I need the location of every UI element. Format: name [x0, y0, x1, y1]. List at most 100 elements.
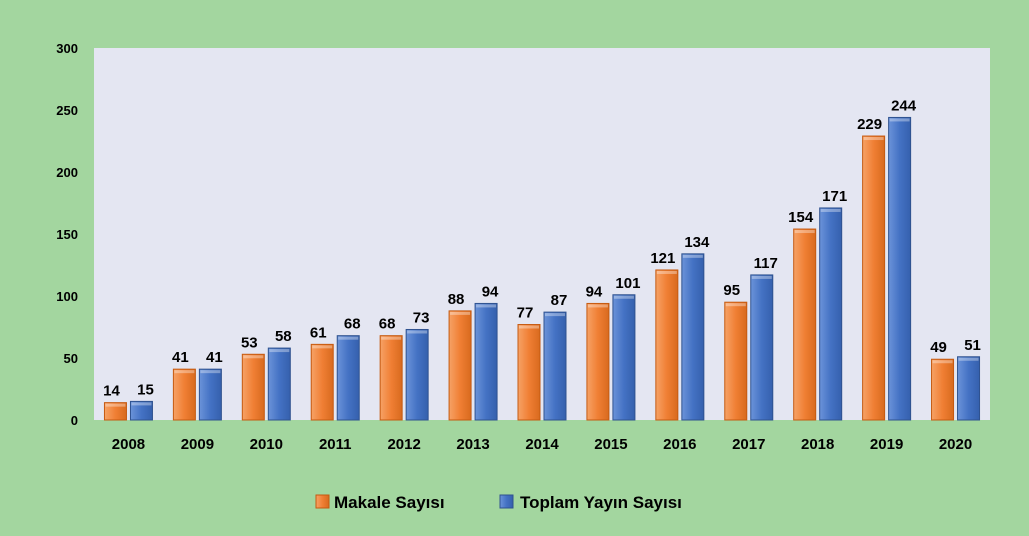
bar-toplam-2014 [543, 311, 567, 421]
y-tick-label: 300 [56, 41, 78, 56]
x-tick-label: 2016 [663, 436, 696, 453]
data-label: 87 [551, 292, 568, 309]
x-tick-label: 2009 [181, 436, 214, 453]
x-tick-label: 2014 [525, 436, 559, 453]
bar-highlight [613, 295, 634, 299]
bar-highlight [519, 325, 539, 329]
bar-makale-2014 [517, 324, 541, 421]
bar-toplam-2016 [681, 253, 705, 421]
bar-highlight [450, 311, 471, 315]
bar-makale-2010 [241, 353, 265, 421]
y-tick-label: 250 [56, 103, 78, 118]
bar-makale-2011 [310, 343, 334, 421]
bar-makale-2012 [379, 335, 403, 421]
bar-toplam-2020 [957, 356, 981, 421]
bar-highlight [243, 355, 264, 359]
data-label: 68 [379, 316, 396, 333]
y-axis-ticks: 0 50 100 150 200 250 300 [56, 41, 78, 428]
data-label: 14 [103, 383, 120, 400]
bar-makale-2018 [793, 228, 817, 421]
bar-toplam-2019 [888, 116, 912, 421]
x-tick-label: 2010 [250, 436, 283, 453]
bar-makale-2013 [448, 310, 472, 421]
bar-makale-2017 [724, 301, 748, 421]
x-tick-label: 2013 [456, 436, 489, 453]
x-tick-label: 2008 [112, 436, 145, 453]
data-label: 49 [930, 339, 947, 356]
bar-makale-2020 [931, 358, 955, 421]
data-label: 53 [241, 334, 258, 351]
bar-highlight [794, 230, 815, 234]
y-tick-label: 200 [56, 165, 78, 180]
data-label: 94 [586, 283, 603, 300]
data-label: 68 [344, 316, 361, 333]
legend-swatch-toplam [499, 494, 514, 509]
bar-toplam-2011 [336, 335, 360, 421]
y-tick-label: 100 [56, 289, 78, 304]
bar-toplam-2010 [267, 347, 291, 421]
bar-highlight [476, 304, 497, 308]
data-label: 117 [754, 255, 778, 272]
data-label: 101 [615, 275, 640, 292]
bar-toplam-2013 [474, 302, 498, 421]
bar-highlight [545, 313, 565, 317]
bar-toplam-2009 [198, 368, 222, 421]
bar-highlight [682, 254, 703, 258]
legend-label-makale: Makale Sayısı [334, 493, 445, 512]
bar-makale-2016 [655, 269, 679, 421]
y-tick-label: 0 [71, 413, 78, 428]
bar-toplam-2017 [750, 274, 774, 421]
x-tick-label: 2020 [939, 436, 972, 453]
legend: Makale Sayısı Toplam Yayın Sayısı [315, 493, 682, 512]
data-label: 154 [788, 209, 814, 226]
bar-highlight [889, 118, 910, 122]
bar-toplam-2012 [405, 328, 429, 421]
y-tick-label: 50 [64, 351, 78, 366]
bar-highlight [863, 137, 884, 141]
y-tick-label: 150 [56, 227, 78, 242]
bar-makale-2008 [103, 402, 127, 421]
data-label: 58 [275, 328, 292, 345]
data-label: 41 [206, 349, 223, 366]
bar-highlight [725, 303, 746, 307]
bar-highlight [200, 370, 221, 374]
data-label: 244 [891, 97, 917, 114]
bar-highlight [587, 304, 608, 308]
data-label: 121 [650, 250, 675, 267]
data-label: 51 [964, 337, 981, 354]
bar-highlight [751, 275, 772, 279]
data-labels-group: 14 15 41 41 53 58 61 68 68 73 88 94 77 87 94 101 121 134 9… [103, 97, 981, 399]
bar-highlight [269, 349, 290, 353]
bar-toplam-2018 [819, 207, 843, 421]
x-tick-label: 2011 [319, 436, 352, 453]
data-label: 171 [822, 188, 847, 205]
bar-highlight [312, 345, 333, 349]
bar-toplam-2008 [129, 400, 153, 421]
bar-highlight [105, 403, 126, 407]
bar-makale-2009 [172, 368, 196, 421]
bar-highlight [131, 402, 152, 406]
data-label: 88 [448, 291, 465, 308]
x-tick-label: 2017 [732, 436, 765, 453]
bar-makale-2015 [586, 302, 610, 421]
bar-highlight [407, 330, 428, 334]
bar-toplam-2015 [612, 294, 636, 421]
data-label: 73 [413, 309, 430, 326]
data-label: 15 [137, 381, 154, 398]
bar-makale-2019 [862, 135, 886, 421]
bars-group [103, 116, 981, 421]
data-label: 77 [517, 305, 534, 322]
bar-highlight [656, 270, 677, 274]
bar-highlight [958, 357, 979, 361]
data-label: 95 [723, 282, 740, 299]
data-label: 41 [172, 349, 189, 366]
bar-highlight [338, 336, 359, 340]
bar-highlight [932, 360, 953, 364]
plot-area [94, 48, 990, 420]
x-axis-ticks: 2008 2009 2010 2011 2012 2013 2014 2015 2016 2017… [112, 436, 972, 453]
data-label: 229 [857, 116, 882, 133]
legend-swatch-makale [315, 494, 330, 509]
x-tick-label: 2018 [801, 436, 834, 453]
bar-highlight [820, 208, 841, 212]
